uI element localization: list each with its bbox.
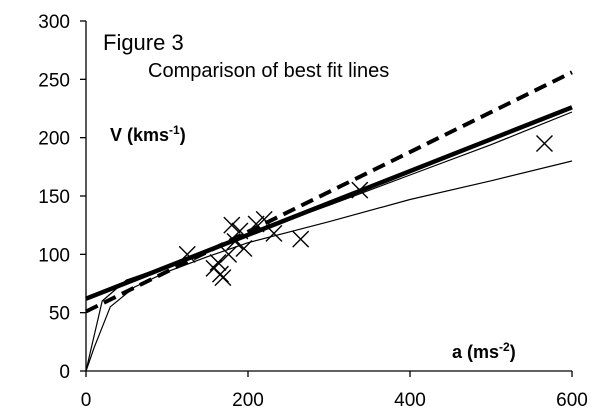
data-point <box>231 222 249 240</box>
data-point <box>211 265 229 283</box>
y-tick-label: 250 <box>38 70 70 91</box>
y-tick-label: 200 <box>38 129 70 150</box>
x-tick-label: 400 <box>394 390 426 411</box>
data-point <box>226 233 244 250</box>
x-ticks: 0 200 400 600 <box>81 371 588 411</box>
x-tick-label: 600 <box>556 390 588 411</box>
y-tick-label: 50 <box>49 304 70 325</box>
x-tick-label: 0 <box>81 390 92 411</box>
data-point <box>220 245 238 263</box>
y-tick-label: 0 <box>59 362 70 383</box>
data-point <box>178 245 196 263</box>
x-tick-label: 200 <box>232 390 264 411</box>
x-axis-label-superscript: -2 <box>499 340 510 354</box>
data-point <box>265 224 283 242</box>
y-axis-label-close: ) <box>180 125 186 145</box>
y-axis-label: V (kms-1) <box>110 123 186 145</box>
data-point <box>255 210 273 228</box>
chart-subtitle: Comparison of best fit lines <box>148 60 389 82</box>
y-axis-label-main: V (kms <box>110 125 169 145</box>
y-tick-label: 150 <box>38 187 70 208</box>
y-tick-label: 300 <box>38 12 70 33</box>
chart-title: Figure 3 <box>103 30 184 55</box>
fit-lines <box>85 70 573 372</box>
x-axis-label-close: ) <box>510 342 516 362</box>
x-axis-label-main: a (ms <box>452 342 499 362</box>
y-axis-label-superscript: -1 <box>169 123 180 137</box>
x-axis-label: a (ms-2) <box>452 340 516 362</box>
data-point <box>235 240 253 257</box>
data-point <box>292 230 310 248</box>
data-point <box>351 181 369 199</box>
data-point <box>247 215 265 233</box>
fit-line-solid <box>85 105 573 301</box>
data-point <box>209 254 227 271</box>
y-tick-label: 100 <box>38 245 70 266</box>
data-point <box>535 135 553 152</box>
y-ticks: 0 50 100 150 200 250 300 <box>38 12 86 383</box>
data-point <box>214 269 232 287</box>
data-points <box>178 135 553 287</box>
fit-line-thin <box>85 160 573 372</box>
fit-line-thin <box>85 111 573 372</box>
data-point <box>223 216 241 234</box>
